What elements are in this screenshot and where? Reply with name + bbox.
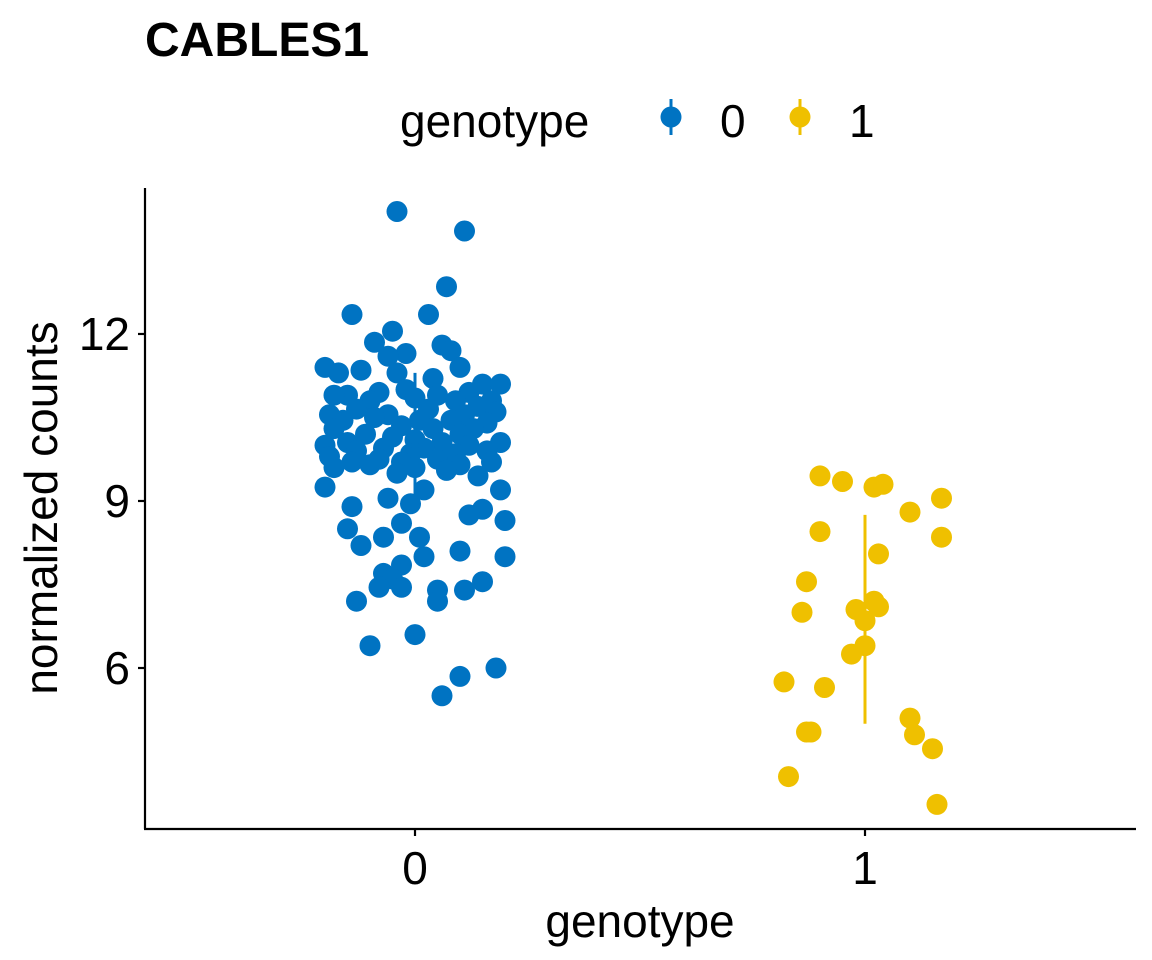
data-point — [490, 479, 511, 501]
data-point — [467, 465, 489, 487]
data-point — [359, 454, 381, 476]
data-point — [377, 487, 399, 509]
data-point — [364, 407, 385, 428]
data-point — [386, 362, 408, 384]
data-point — [458, 504, 480, 526]
data-point — [926, 793, 948, 815]
chart-title: CABLES1 — [145, 14, 369, 67]
series-1 — [773, 465, 952, 815]
data-point — [899, 501, 921, 523]
data-point — [904, 724, 925, 746]
data-point — [931, 526, 952, 548]
legend: genotype 0 1 — [400, 95, 875, 147]
data-point — [472, 571, 493, 593]
data-point — [413, 479, 435, 501]
data-point — [778, 766, 799, 788]
data-point — [449, 356, 471, 378]
y-ticks: 6 9 12 — [79, 308, 145, 694]
data-point — [350, 535, 372, 556]
data-point — [427, 590, 448, 612]
legend-title: genotype — [400, 95, 589, 147]
data-point — [931, 487, 952, 509]
y-axis-title: normalized counts — [15, 321, 67, 694]
data-point — [436, 276, 457, 298]
data-point — [386, 201, 408, 222]
data-point — [314, 476, 336, 498]
data-point — [899, 707, 921, 729]
data-point — [409, 526, 430, 548]
data-point — [391, 576, 412, 598]
y-tick-label: 6 — [104, 642, 130, 694]
data-point — [364, 331, 385, 353]
x-tick-label: 1 — [852, 842, 878, 894]
data-point — [454, 579, 475, 601]
plot-area — [314, 201, 952, 815]
data-point — [382, 320, 403, 342]
data-point — [431, 685, 453, 707]
data-point — [494, 510, 516, 531]
data-point — [832, 471, 853, 492]
data-point — [346, 590, 367, 612]
data-point — [436, 459, 457, 481]
data-point — [449, 540, 471, 562]
data-point — [391, 512, 412, 534]
data-point — [814, 677, 835, 698]
data-point — [449, 665, 471, 687]
data-point — [809, 465, 831, 487]
data-point — [872, 473, 894, 495]
data-point — [395, 343, 417, 364]
data-point — [454, 220, 475, 242]
data-point — [323, 457, 345, 479]
data-point — [796, 571, 817, 593]
data-point — [868, 543, 889, 565]
data-point — [400, 493, 421, 515]
summary-mean-point-1 — [861, 613, 869, 622]
data-point — [337, 518, 358, 540]
legend-key-0 — [660, 99, 682, 135]
data-point — [481, 451, 502, 473]
data-point — [809, 521, 831, 543]
data-point — [773, 671, 795, 693]
data-point — [386, 462, 408, 484]
data-point — [373, 526, 394, 548]
legend-key-1-dot — [789, 106, 811, 128]
data-point — [341, 451, 363, 473]
series-0 — [314, 201, 516, 707]
data-point — [350, 359, 372, 381]
legend-label-1: 1 — [849, 95, 875, 147]
legend-label-0: 0 — [720, 95, 746, 147]
data-point — [422, 368, 444, 389]
data-point — [440, 340, 462, 362]
summary-mean-point-0 — [411, 441, 419, 450]
data-point — [323, 384, 345, 406]
data-point — [413, 546, 435, 568]
data-point — [485, 657, 507, 679]
data-point — [341, 304, 363, 325]
data-point — [404, 624, 426, 646]
data-point — [418, 304, 439, 325]
data-point — [355, 423, 376, 445]
y-tick-label: 12 — [79, 308, 130, 360]
data-point — [796, 721, 817, 743]
data-point — [791, 601, 813, 623]
y-tick-label: 9 — [104, 475, 130, 527]
data-point — [368, 576, 390, 598]
legend-key-0-dot — [660, 106, 682, 128]
x-tick-label: 0 — [402, 842, 428, 894]
data-point — [341, 496, 363, 518]
legend-key-1 — [789, 99, 811, 135]
data-point — [841, 643, 862, 665]
data-point — [328, 362, 349, 384]
data-point — [359, 635, 381, 657]
data-point — [868, 596, 889, 618]
data-point — [922, 738, 943, 760]
x-axis-title: genotype — [545, 895, 734, 947]
data-point — [490, 373, 511, 395]
data-point — [377, 345, 399, 367]
data-point — [323, 418, 345, 440]
data-point — [494, 546, 516, 568]
